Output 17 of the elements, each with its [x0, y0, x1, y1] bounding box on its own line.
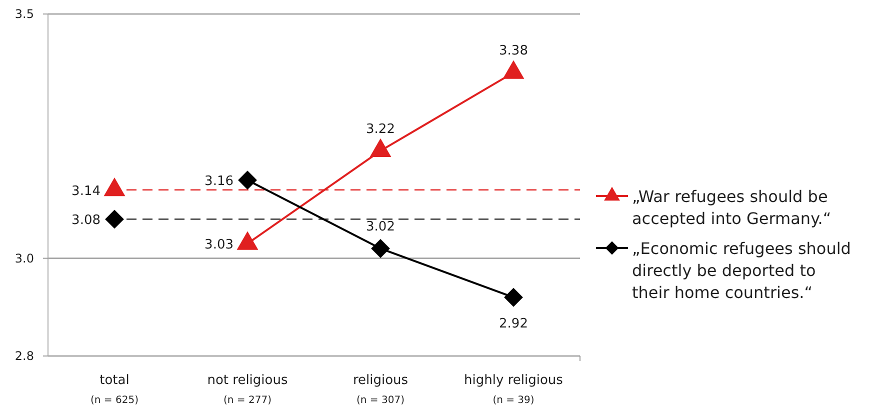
- data-label: 3.38: [499, 44, 528, 59]
- data-label: 3.03: [204, 238, 234, 253]
- data-label: 3.02: [366, 220, 395, 235]
- y-tick-label: 3.5: [14, 7, 34, 21]
- data-label: 3.08: [72, 213, 100, 228]
- x-tick-label: not religious (n = 277): [207, 373, 288, 406]
- data-label: 3.22: [366, 122, 395, 137]
- y-tick-label: 2.8: [14, 349, 34, 363]
- x-tick-label: religious (n = 307): [352, 373, 408, 406]
- x-tick-label: total (n = 625): [90, 373, 139, 406]
- legend-label: „War refugees should be accepted into Germany.“: [632, 187, 832, 228]
- legend-label: „Economic refugees should directly be deported to their home countries.“: [632, 239, 851, 302]
- x-tick-label: highly religious (n = 39): [464, 373, 564, 406]
- data-label: 2.92: [499, 316, 528, 332]
- data-label: 3.16: [204, 174, 234, 190]
- y-tick-label: 3.0: [14, 251, 34, 266]
- data-label: 3.14: [72, 184, 100, 199]
